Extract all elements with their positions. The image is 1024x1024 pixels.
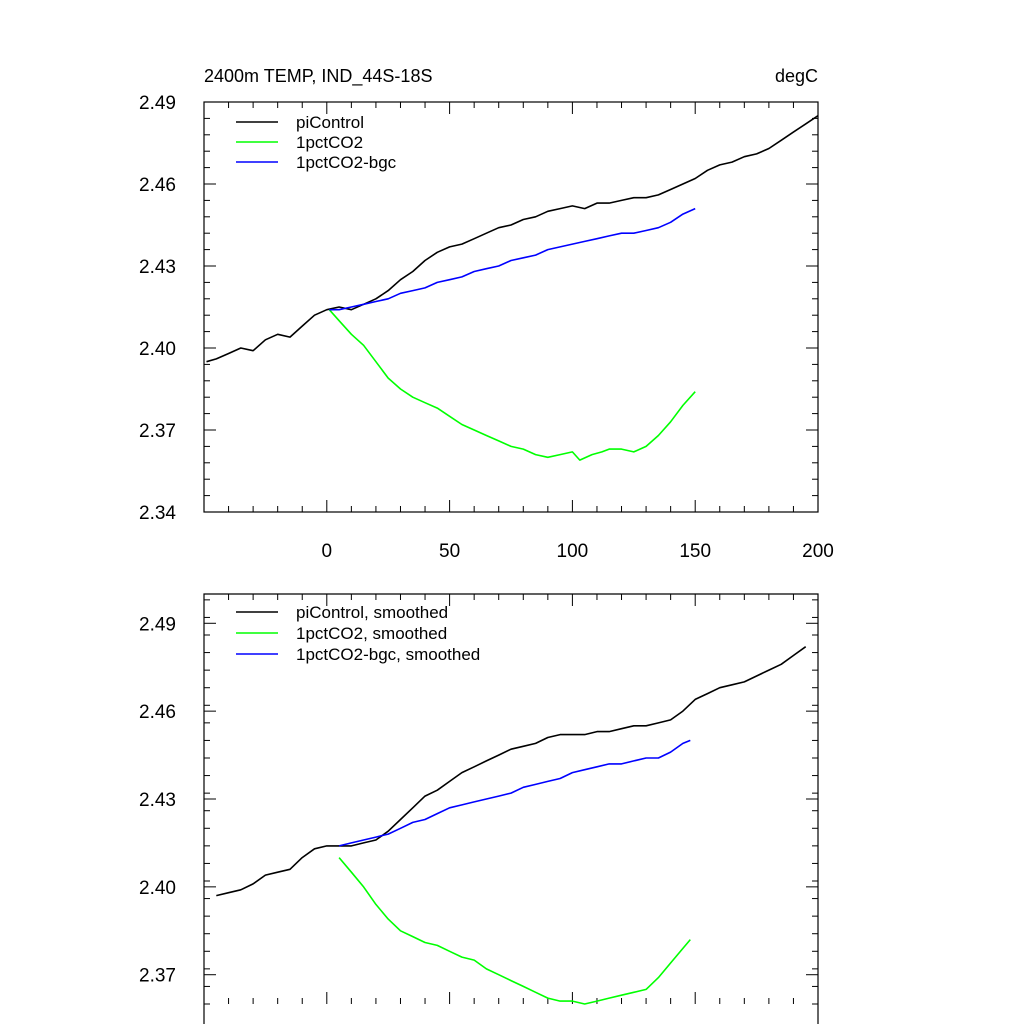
panel-bottom: 2.37 2.40 2.43 2.46 2.49 piControl, smoothed… (139, 593, 819, 1024)
legend-label-1pctco2-smoothed: 1pctCO2, smoothed (296, 624, 447, 643)
x-tick-label: 200 (802, 541, 834, 562)
series-lines-top (206, 115, 819, 461)
series-line-1pctco2-smoothed (338, 857, 691, 1005)
y-tick-label: 2.49 (139, 614, 176, 635)
legend-label-picontrol: piControl (296, 113, 364, 132)
x-tick-label: 50 (439, 541, 460, 562)
y-tick-label: 2.46 (139, 702, 176, 723)
axis-ticks-top (204, 101, 819, 513)
y-tick-label: 2.46 (139, 175, 176, 196)
y-tick-label: 2.49 (139, 93, 176, 114)
y-tick-labels-bottom: 2.37 2.40 2.43 2.46 2.49 (139, 614, 176, 986)
legend-label-1pctco2-bgc: 1pctCO2-bgc (296, 153, 397, 172)
x-tick-label: 100 (557, 541, 589, 562)
legend-label-1pctco2-bgc-smoothed: 1pctCO2-bgc, smoothed (296, 645, 480, 664)
x-tick-labels-top: 0 50 100 150 200 (322, 541, 834, 562)
chart-title: 2400m TEMP, IND_44S-18S (204, 66, 432, 87)
y-tick-label: 2.43 (139, 257, 176, 278)
x-tick-label: 0 (322, 541, 333, 562)
plot-frame-bottom (203, 593, 819, 1024)
series-lines-bottom (216, 646, 807, 1005)
y-tick-label: 2.40 (139, 878, 176, 899)
legend-label-picontrol-smoothed: piControl, smoothed (296, 603, 448, 622)
series-line-picontrol (206, 115, 819, 363)
plot-frame-top (203, 101, 819, 513)
x-tick-label: 150 (679, 541, 711, 562)
legend-bottom: piControl, smoothed 1pctCO2, smoothed 1pct… (236, 603, 480, 664)
series-line-1pctco2-bgc (329, 207, 696, 311)
y-tick-label: 2.40 (139, 339, 176, 360)
y-tick-label: 2.37 (139, 966, 176, 987)
legend-label-1pctco2: 1pctCO2 (296, 133, 363, 152)
y-tick-label: 2.34 (139, 503, 176, 524)
axis-ticks-bottom (204, 594, 819, 1005)
y-tick-label: 2.37 (139, 421, 176, 442)
series-line-1pctco2-bgc-smoothed (338, 739, 691, 847)
series-line-picontrol-smoothed (216, 646, 807, 897)
series-line-1pctco2 (328, 309, 696, 461)
panel-top: 2400m TEMP, IND_44S-18S degC 2.34 2.37 2.4… (139, 66, 834, 562)
y-tick-label: 2.43 (139, 790, 176, 811)
y-tick-labels-top: 2.34 2.37 2.40 2.43 2.46 2.49 (139, 93, 176, 524)
units-label: degC (775, 66, 818, 86)
